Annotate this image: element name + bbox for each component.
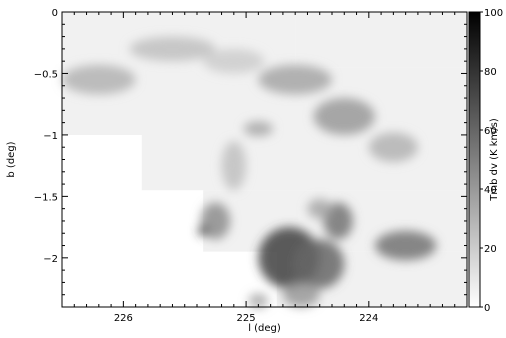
survey-coverage-region bbox=[295, 12, 467, 68]
emission-feature bbox=[248, 293, 269, 309]
x-axis-title: l (deg) bbox=[248, 323, 281, 334]
colorbar-tick-label: 80 bbox=[484, 67, 497, 78]
colorbar-tick-label: 40 bbox=[484, 185, 497, 196]
emission-feature bbox=[221, 141, 247, 191]
emission-feature bbox=[198, 225, 209, 236]
emission-feature bbox=[203, 48, 265, 74]
colorbar-title: Tmb dv (K km/s) bbox=[489, 118, 500, 202]
y-axis-title: b (deg) bbox=[6, 141, 17, 177]
plot-area bbox=[61, 11, 468, 309]
y-tick-label: −1 bbox=[43, 131, 58, 142]
y-tick-label: 0 bbox=[52, 8, 58, 19]
emission-feature bbox=[313, 98, 375, 135]
colorbar-tick-label: 0 bbox=[484, 303, 490, 314]
emission-map-layer bbox=[62, 36, 437, 309]
colorbar-gradient bbox=[468, 11, 481, 308]
emission-feature bbox=[307, 198, 332, 219]
emission-feature bbox=[368, 132, 418, 162]
colorbar-ticks: 0 20 40 60 80 100 bbox=[480, 8, 503, 314]
x-tick-label: 225 bbox=[237, 313, 256, 324]
emission-feature bbox=[282, 282, 320, 308]
x-tick-label: 226 bbox=[114, 313, 133, 324]
colorbar-tick-label: 60 bbox=[484, 126, 497, 137]
y-tick-label: −0.5 bbox=[34, 69, 58, 80]
emission-feature bbox=[200, 202, 231, 240]
emission-feature bbox=[62, 64, 136, 95]
y-tick-label: −1.5 bbox=[34, 192, 58, 203]
emission-feature bbox=[374, 230, 437, 261]
x-tick-label: 224 bbox=[359, 313, 378, 324]
x-axis: 226 225 224 bbox=[73, 12, 456, 324]
colorbar: 0 20 40 60 80 100 bbox=[468, 8, 503, 314]
emission-feature bbox=[258, 64, 332, 95]
y-tick-label: −2 bbox=[43, 254, 58, 265]
emission-feature bbox=[129, 36, 216, 62]
colorbar-tick-label: 20 bbox=[484, 244, 497, 255]
emission-feature bbox=[243, 121, 274, 137]
emission-feature bbox=[295, 239, 345, 289]
y-axis: 0 −0.5 −1 −1.5 −2 bbox=[34, 8, 467, 296]
colorbar-tick-label: 100 bbox=[484, 8, 503, 19]
